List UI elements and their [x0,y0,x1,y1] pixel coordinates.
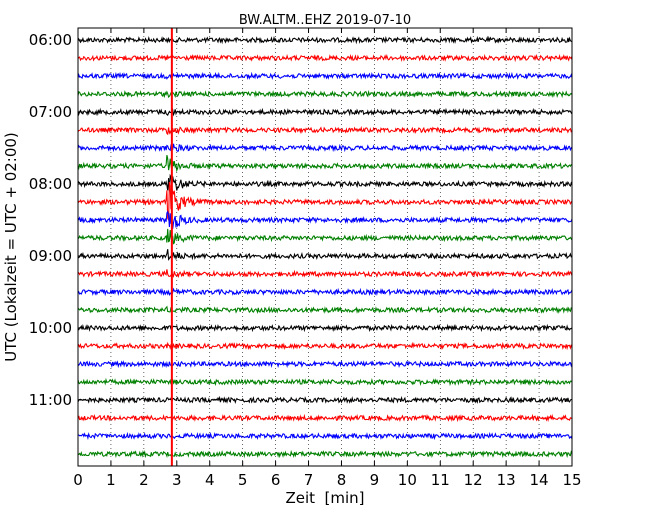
x-tick-label: 0 [73,471,83,489]
trace-0730 [77,143,573,153]
axes-frame [77,27,573,467]
y-tick-label: 08:00 [29,175,72,193]
y-tick-label: 10:00 [29,319,72,337]
x-tick-label: 7 [304,471,314,489]
trace-0745 [77,154,573,173]
trace-1115 [77,413,573,423]
trace-0845 [77,228,573,245]
x-axis: 0 1 2 3 4 5 6 7 8 9 10 11 12 13 14 15 [73,28,582,489]
y-tick-label: 07:00 [29,103,72,121]
x-tick-label: 5 [238,471,248,489]
trace-0600 [77,35,573,45]
y-axis: 06:00 07:00 08:00 09:00 10:00 11:00 [29,31,83,409]
trace-0900 [77,249,573,261]
y-axis-label: UTC (Lokalzeit = UTC + 02:00) [2,132,20,362]
x-tick-label: 3 [172,471,182,489]
trace-1130 [77,431,573,441]
x-tick-label: 9 [370,471,380,489]
trace-0930 [77,287,573,297]
trace-0815 [77,181,573,221]
x-tick-label: 12 [464,471,483,489]
y-tick-label: 09:00 [29,247,72,265]
trace-1145 [77,449,573,459]
x-tick-label: 13 [497,471,516,489]
x-axis-label: Zeit [min] [285,489,364,507]
x-tick-label: 15 [562,471,581,489]
trace-0630 [77,71,573,81]
trace-0915 [77,269,573,280]
x-tick-label: 11 [431,471,450,489]
x-tick-label: 8 [337,471,347,489]
trace-1015 [77,341,573,351]
trace-1045 [77,377,573,387]
trace-0715 [77,125,573,136]
trace-0830 [77,210,573,229]
y-tick-label: 11:00 [29,391,72,409]
trace-group [77,35,573,459]
x-tick-label: 2 [139,471,149,489]
trace-1100 [77,395,572,405]
y-tick-label: 06:00 [29,31,72,49]
trace-0615 [77,53,573,63]
x-tick-label: 4 [205,471,215,489]
trace-1000 [77,323,573,333]
trace-0800 [77,173,573,192]
x-tick-label: 1 [106,471,116,489]
x-tick-label: 6 [271,471,281,489]
chart-title: BW.ALTM..EHZ 2019-07-10 [239,13,411,28]
trace-0945 [77,305,573,315]
x-tick-label: 14 [530,471,549,489]
trace-0700 [77,107,573,117]
trace-1030 [77,359,573,369]
trace-0645 [77,89,573,99]
x-tick-label: 10 [398,471,417,489]
